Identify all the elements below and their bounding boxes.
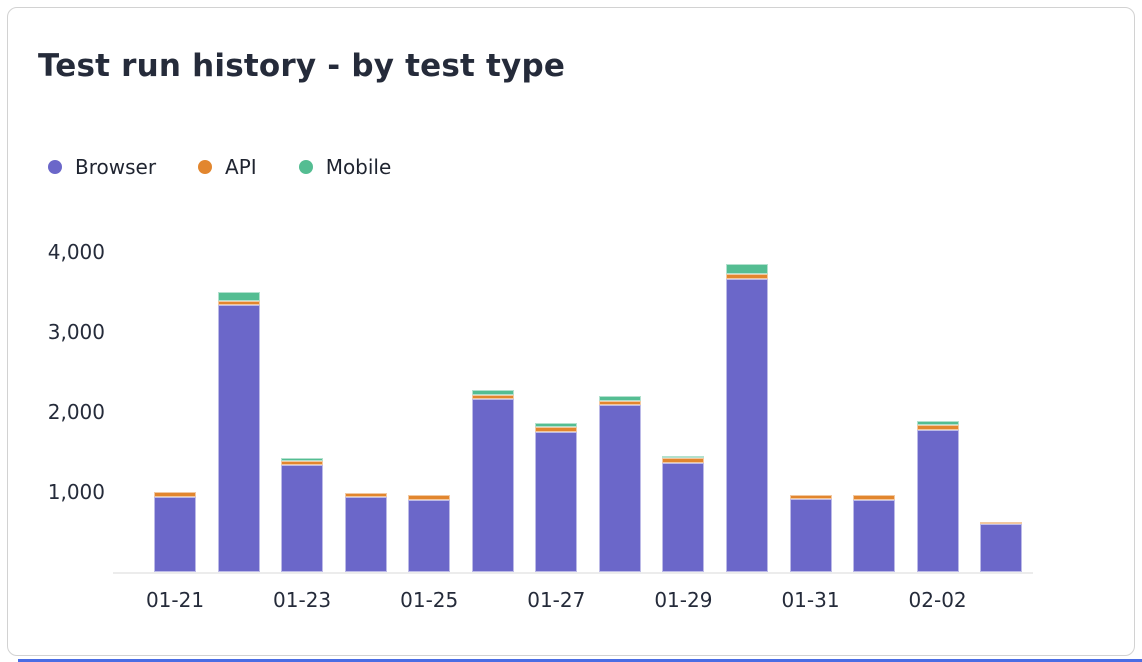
x-tick-label: 01-23 [273, 588, 332, 612]
x-tick-label: 01-29 [654, 588, 713, 612]
bar-segment-browser[interactable] [598, 404, 641, 572]
bar-01-29[interactable] [662, 456, 705, 572]
bar-segment-api[interactable] [471, 395, 514, 400]
legend-label-mobile: Mobile [325, 155, 392, 179]
chart-title: Test run history - by test type [38, 48, 566, 84]
bar-segment-api[interactable] [916, 424, 959, 430]
x-tick-label: 01-31 [781, 588, 840, 612]
browser-series-dot-icon [48, 160, 62, 174]
y-tick-label: 3,000 [47, 320, 105, 344]
bar-segment-mobile[interactable] [217, 292, 260, 301]
bar-01-27[interactable] [535, 423, 578, 572]
bar-segment-api[interactable] [980, 522, 1023, 525]
legend-item-api[interactable]: API [198, 155, 257, 179]
bar-segment-browser[interactable] [408, 500, 451, 572]
x-tick-label: 01-25 [400, 588, 459, 612]
bar-segment-browser[interactable] [662, 463, 705, 572]
bar-segment-browser[interactable] [471, 399, 514, 572]
y-tick-label: 1,000 [47, 480, 105, 504]
bar-01-30[interactable] [725, 264, 768, 572]
bar-02-03[interactable] [980, 522, 1023, 572]
bar-segment-api[interactable] [725, 273, 768, 280]
bar-chart: 1,000 2,000 3,000 4,000 01-21 01-23 01-25 01-2… [8, 8, 1134, 655]
bar-segment-api[interactable] [217, 300, 260, 305]
legend-item-mobile[interactable]: Mobile [298, 155, 392, 179]
bar-segment-browser[interactable] [344, 496, 387, 572]
bar-01-22[interactable] [217, 292, 260, 572]
bar-01-23[interactable] [281, 457, 324, 572]
bar-segment-browser[interactable] [980, 524, 1023, 572]
bar-01-25[interactable] [408, 495, 451, 572]
bar-segment-mobile[interactable] [471, 390, 514, 396]
plot-area [113, 227, 1033, 572]
chart-card: Test run history - by test type Browser … [7, 7, 1135, 656]
api-series-dot-icon [198, 160, 213, 174]
x-tick-label: 01-27 [527, 588, 586, 612]
bar-segment-api[interactable] [281, 460, 324, 465]
bar-segment-api[interactable] [853, 495, 896, 500]
bar-segment-mobile[interactable] [662, 456, 705, 459]
bar-01-24[interactable] [344, 492, 387, 572]
y-tick-label: 2,000 [47, 400, 105, 424]
chart-legend: Browser API Mobile [48, 155, 391, 179]
bar-segment-api[interactable] [535, 427, 578, 432]
x-axis-line [113, 572, 1033, 574]
bar-segment-api[interactable] [344, 492, 387, 497]
bar-segment-api[interactable] [408, 495, 451, 500]
x-tick-label: 02-02 [908, 588, 967, 612]
bar-segment-api[interactable] [662, 458, 705, 464]
bar-segment-browser[interactable] [281, 464, 324, 572]
bar-segment-browser[interactable] [789, 499, 832, 572]
x-tick-label: 01-21 [145, 588, 205, 612]
bar-segment-browser[interactable] [154, 496, 196, 572]
legend-label-browser: Browser [75, 155, 157, 179]
bar-segment-mobile[interactable] [916, 420, 959, 425]
bar-01-26[interactable] [471, 390, 514, 572]
bar-02-01[interactable] [853, 495, 896, 572]
bar-segment-browser[interactable] [535, 432, 578, 572]
bar-segment-api[interactable] [154, 492, 196, 497]
bar-01-28[interactable] [598, 396, 641, 572]
bar-segment-api[interactable] [598, 400, 641, 405]
bar-segment-browser[interactable] [916, 429, 959, 572]
bar-segment-browser[interactable] [217, 304, 260, 572]
legend-item-browser[interactable]: Browser [48, 155, 156, 179]
bar-segment-mobile[interactable] [281, 457, 324, 461]
mobile-series-dot-icon [298, 160, 313, 174]
bar-01-21[interactable] [154, 492, 196, 572]
bar-segment-mobile[interactable] [535, 423, 578, 428]
bar-02-02[interactable] [916, 420, 959, 572]
legend-label-api: API [225, 155, 257, 179]
bar-01-31[interactable] [789, 495, 832, 572]
bar-segment-browser[interactable] [853, 500, 896, 572]
bar-segment-mobile[interactable] [598, 396, 641, 401]
bar-segment-mobile[interactable] [725, 264, 768, 274]
y-tick-label: 4,000 [47, 240, 105, 264]
bar-segment-browser[interactable] [725, 279, 768, 572]
bar-segment-api[interactable] [789, 495, 832, 500]
bottom-accent-bar [18, 659, 1142, 662]
